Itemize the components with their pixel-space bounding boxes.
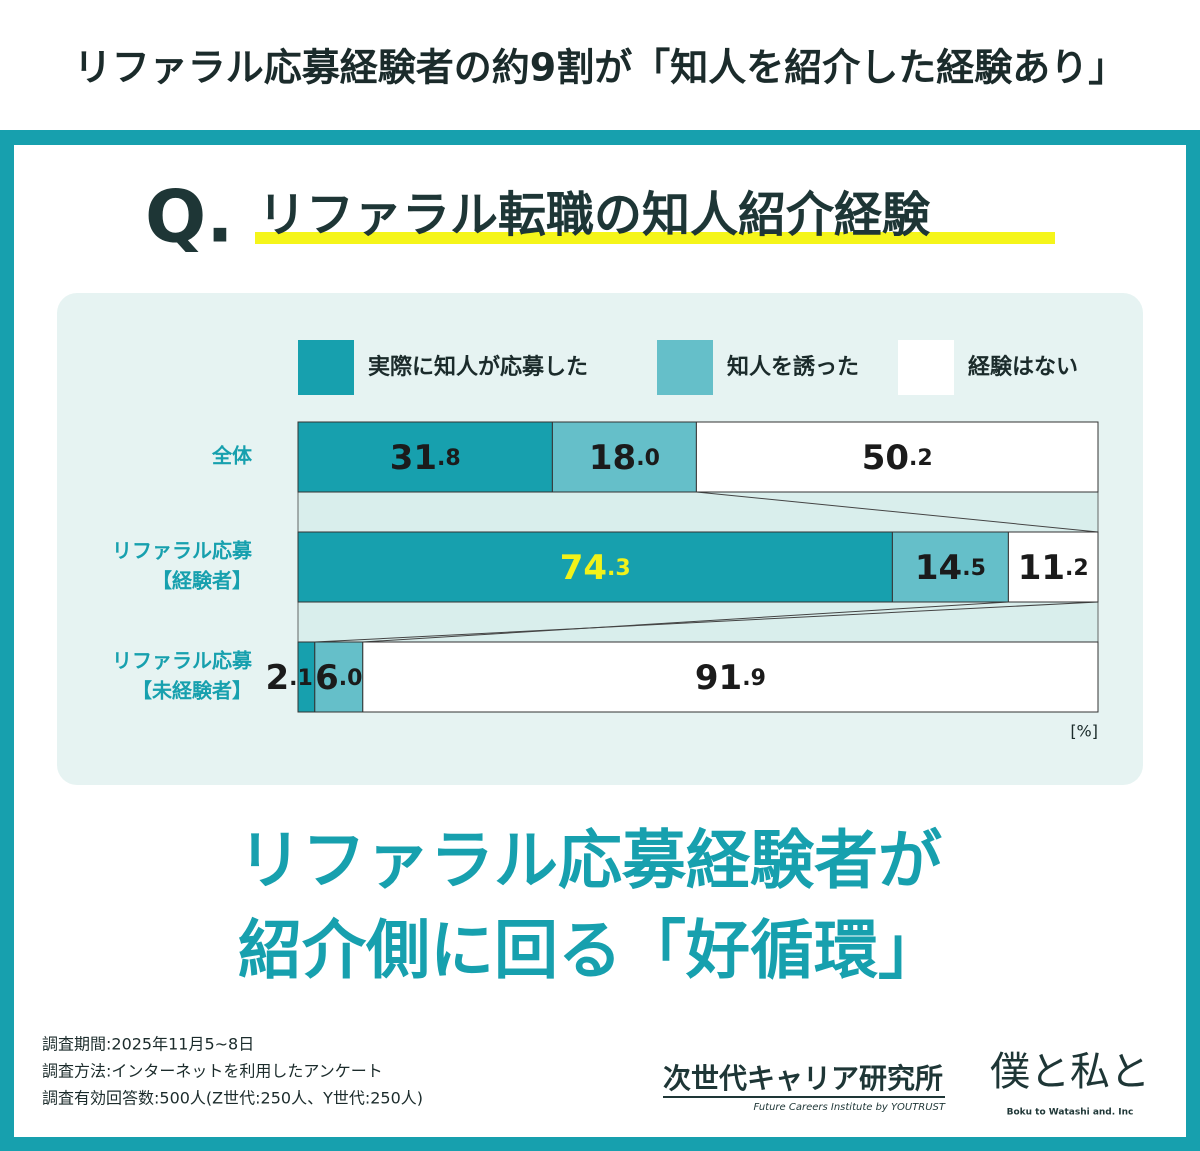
- question: リファラル転職の知人紹介経験: [258, 187, 931, 243]
- value-label: 31.8: [390, 438, 461, 478]
- category-label: リファラル応募: [112, 649, 253, 673]
- bar-segment: [1007, 531, 1099, 603]
- category-label: リファラル応募: [112, 539, 253, 563]
- connector-band: [297, 491, 1099, 533]
- value-label: 91.9: [695, 658, 766, 698]
- connector-line: [314, 601, 1099, 643]
- company-logo: 僕と私と: [990, 1049, 1150, 1095]
- question-mark: Q.: [145, 175, 234, 259]
- value-label: 74.3: [560, 548, 631, 588]
- legend-swatch: [898, 340, 954, 395]
- legend-swatch: [657, 340, 713, 395]
- headline: 紹介側に回る「好循環」: [238, 915, 942, 989]
- bar-segment: [551, 421, 697, 493]
- unit-label: [%]: [1070, 722, 1098, 741]
- value-label: 11.2: [1018, 548, 1089, 588]
- bar-segment: [314, 641, 364, 713]
- legend-label: 実際に知人が応募した: [368, 354, 588, 380]
- connector-line: [362, 601, 1009, 643]
- bar-segment: [362, 641, 1099, 713]
- value-label: 50.2: [862, 438, 933, 478]
- header-title: リファラル応募経験者の約9割が「知人を紹介した経験あり」: [74, 46, 1126, 90]
- bar-segment: [297, 421, 553, 493]
- legend-label: 知人を誘った: [727, 354, 859, 380]
- note: 調査有効回答数:500人(Z世代:250人、Y世代:250人): [42, 1089, 423, 1108]
- bar-segment: [297, 531, 893, 603]
- legend-label: 経験はない: [968, 354, 1078, 380]
- category-label: 【経験者】: [152, 569, 252, 593]
- company-sub: Boku to Watashi and. Inc: [1007, 1108, 1134, 1118]
- note: 調査期間:2025年11月5~8日: [42, 1035, 254, 1054]
- value-label: 14.5: [915, 548, 986, 588]
- bar-segment: [695, 421, 1099, 493]
- institute-sub: Future Careers Institute by YOUTRUST: [753, 1102, 945, 1113]
- value-label: 6.0: [315, 658, 362, 698]
- headline: リファラル応募経験者が: [238, 825, 942, 899]
- underline: [255, 232, 1055, 244]
- legend-swatch: [298, 340, 354, 395]
- value-label: 2.1: [265, 658, 312, 698]
- institute-logo: 次世代キャリア研究所: [663, 1062, 943, 1095]
- category-label: 全体: [211, 444, 253, 468]
- category-label: 【未経験者】: [132, 679, 252, 703]
- connector-line: [696, 491, 1099, 533]
- note: 調査方法:インターネットを利用したアンケート: [42, 1062, 383, 1081]
- value-label: 18.0: [589, 438, 660, 478]
